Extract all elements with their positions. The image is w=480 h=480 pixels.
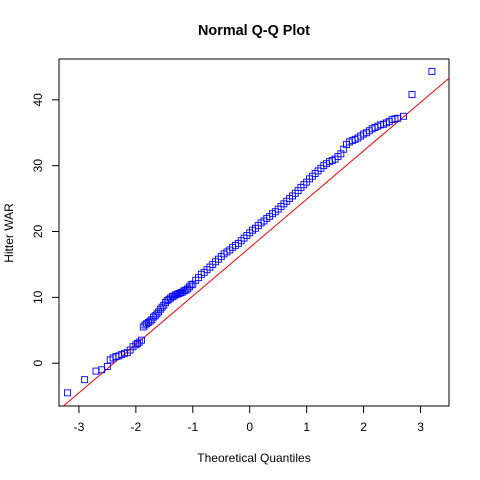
x-tick-label: -2	[131, 420, 142, 434]
y-tick-label: 10	[31, 290, 45, 304]
x-tick-label: 2	[360, 420, 367, 434]
data-point	[408, 91, 416, 99]
y-tick-label: 20	[31, 225, 45, 239]
data-point	[92, 367, 100, 375]
y-tick-label: 30	[31, 159, 45, 173]
x-tick-label: -1	[187, 420, 198, 434]
reference-line	[63, 77, 450, 407]
data-point	[400, 112, 407, 120]
x-axis-label: Theoretical Quantiles	[197, 451, 310, 465]
x-tick-label: 3	[417, 420, 424, 434]
x-tick-label: -3	[74, 420, 85, 434]
data-point	[135, 338, 143, 346]
data-point	[428, 68, 436, 75]
data-point	[138, 336, 146, 344]
y-tick-label: 40	[31, 93, 45, 107]
plot-frame	[58, 58, 450, 407]
x-tick-label: 1	[303, 420, 310, 434]
data-point	[187, 281, 195, 289]
reference-line-group	[63, 77, 450, 407]
data-point	[81, 376, 89, 384]
data-point	[103, 363, 111, 370]
chart-title: Normal Q-Q Plot	[198, 23, 310, 39]
y-axis: 0 10 20 30 40	[31, 93, 59, 367]
data-points	[64, 68, 436, 397]
y-axis-label: Hitter WAR	[2, 203, 16, 263]
x-axis: -3 -2 -1 0 1 2 3	[74, 406, 424, 434]
x-tick-label: 0	[246, 420, 253, 434]
data-point	[64, 389, 71, 397]
y-tick-label: 0	[31, 360, 45, 367]
